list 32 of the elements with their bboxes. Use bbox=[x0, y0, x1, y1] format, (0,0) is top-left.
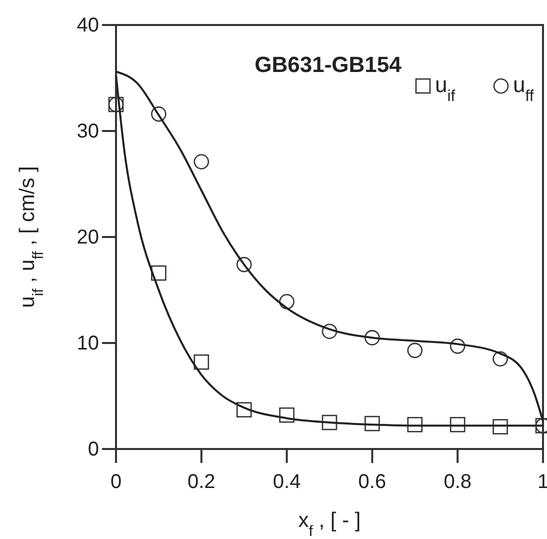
point bbox=[450, 416, 466, 432]
y-tick-label: 20 bbox=[76, 226, 99, 248]
point bbox=[194, 354, 210, 370]
point bbox=[364, 330, 380, 346]
point bbox=[279, 407, 294, 423]
y-tick-label: 0 bbox=[88, 438, 99, 460]
point bbox=[492, 419, 508, 434]
x-tick-label: 0.6 bbox=[358, 471, 386, 493]
point bbox=[450, 338, 466, 354]
legend-label: u$_{if}$ bbox=[435, 72, 456, 104]
x-axis-title: x$_{f}$ , [ - ] bbox=[298, 509, 361, 539]
point bbox=[407, 416, 423, 432]
annotation: GB631-GB154 bbox=[254, 52, 402, 77]
point bbox=[279, 294, 294, 310]
legend-label: u$_{ff}$ bbox=[513, 72, 534, 104]
point bbox=[151, 265, 166, 281]
point bbox=[236, 256, 252, 272]
point bbox=[236, 402, 252, 418]
x-tick-label: 0.2 bbox=[187, 471, 216, 493]
point bbox=[322, 324, 338, 339]
x-tick-label: 0 bbox=[110, 471, 122, 493]
point bbox=[364, 416, 380, 432]
point bbox=[194, 154, 210, 170]
point bbox=[492, 351, 508, 367]
x-tick-label: 0.4 bbox=[272, 471, 301, 493]
point bbox=[151, 106, 166, 122]
y-tick-label: 30 bbox=[76, 120, 99, 142]
x-tick-label: 0.8 bbox=[444, 471, 472, 493]
y-tick-label: 40 bbox=[76, 14, 99, 36]
y-tick-label: 10 bbox=[76, 332, 99, 354]
point bbox=[322, 414, 338, 430]
point bbox=[407, 342, 423, 358]
